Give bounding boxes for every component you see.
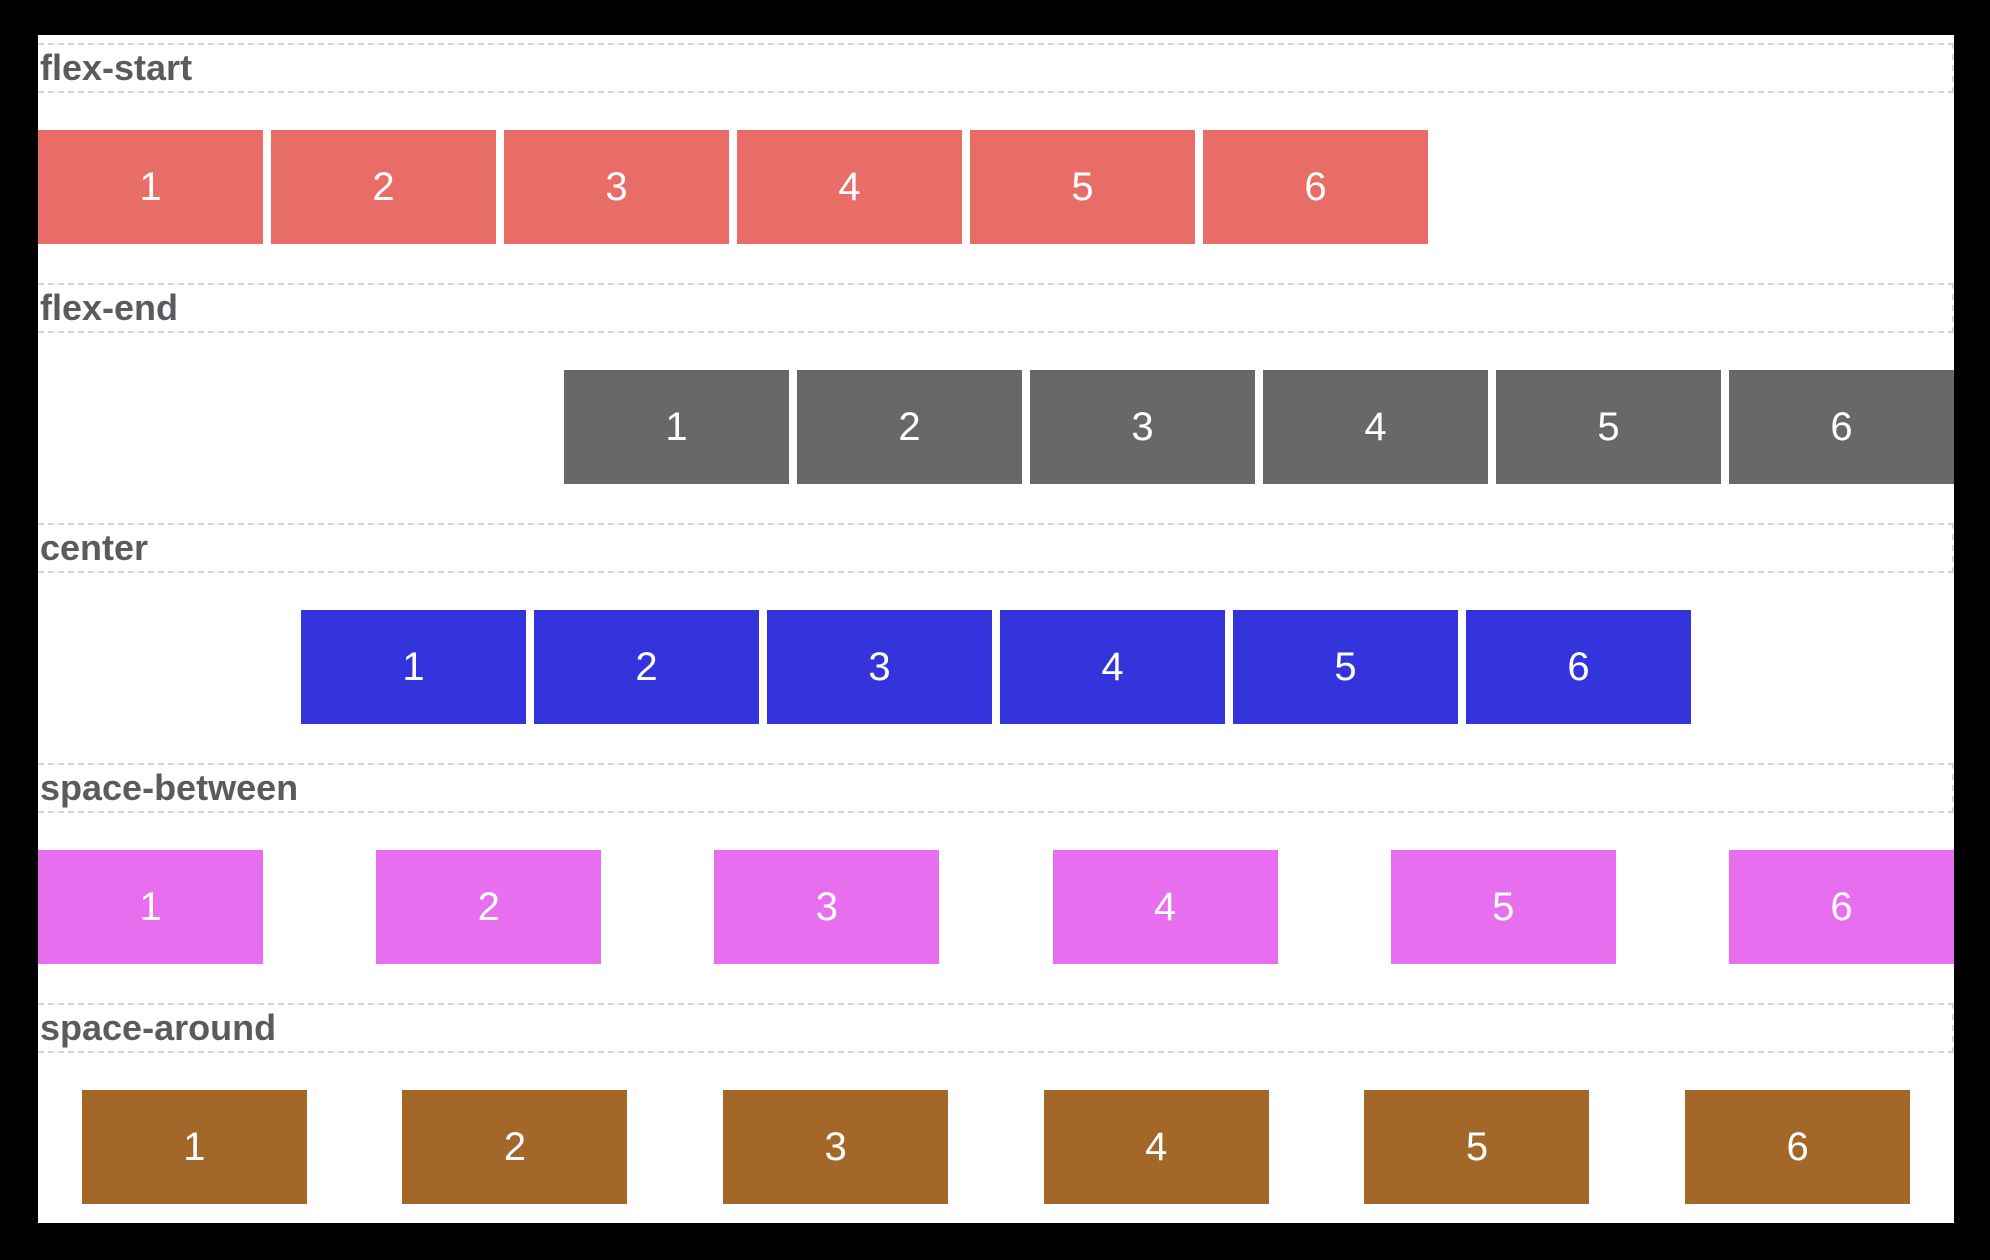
flex-item: 6: [1685, 1090, 1911, 1204]
flex-item: 5: [970, 130, 1195, 244]
flex-item: 4: [737, 130, 962, 244]
flex-item: 4: [1052, 850, 1278, 964]
flex-item: 1: [81, 1090, 307, 1204]
flex-item: 2: [534, 610, 759, 724]
flex-item: 3: [714, 850, 940, 964]
flex-item: 6: [1729, 370, 1954, 484]
flex-item: 5: [1390, 850, 1616, 964]
flex-item: 4: [1000, 610, 1225, 724]
flex-item: 1: [38, 130, 263, 244]
flex-item: 3: [1030, 370, 1255, 484]
flex-item: 6: [1728, 850, 1954, 964]
flex-item: 1: [38, 850, 263, 964]
section-label: space-around: [38, 1003, 1954, 1053]
flex-item: 2: [797, 370, 1022, 484]
flex-item: 5: [1364, 1090, 1590, 1204]
flex-item: 6: [1203, 130, 1428, 244]
flex-item: 6: [1466, 610, 1691, 724]
flex-item: 3: [504, 130, 729, 244]
section-label: center: [38, 523, 1954, 573]
section-label: flex-end: [38, 283, 1954, 333]
section-label: flex-start: [38, 43, 1954, 93]
flex-item: 4: [1263, 370, 1488, 484]
flex-item: 3: [723, 1090, 949, 1204]
flex-item: 4: [1043, 1090, 1269, 1204]
flex-item: 2: [376, 850, 602, 964]
flex-item: 5: [1496, 370, 1721, 484]
flex-item: 2: [402, 1090, 628, 1204]
flex-item: 5: [1233, 610, 1458, 724]
flex-item: 1: [301, 610, 526, 724]
flex-item: 1: [564, 370, 789, 484]
flex-item: 3: [767, 610, 992, 724]
flex-item: 2: [271, 130, 496, 244]
section-label: space-between: [38, 763, 1954, 813]
